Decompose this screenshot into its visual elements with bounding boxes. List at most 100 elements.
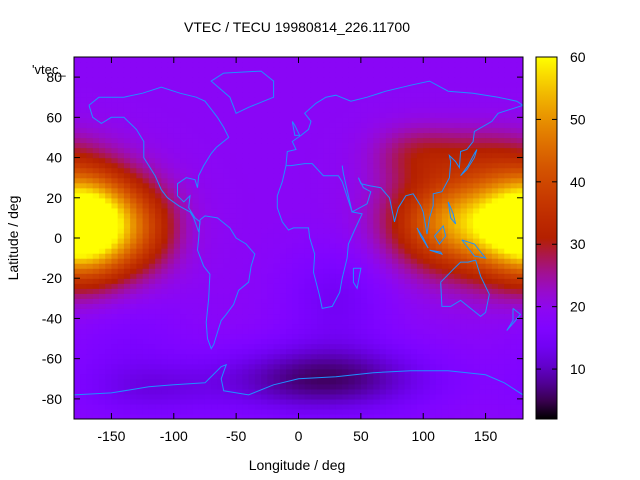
heatmap-cell — [410, 363, 418, 370]
heatmap-cell — [367, 227, 374, 234]
heatmap-cell — [385, 398, 393, 405]
heatmap-cell — [192, 102, 200, 108]
heatmap-cell — [360, 102, 368, 108]
heatmap-cell — [254, 273, 262, 279]
heatmap-cell — [136, 202, 144, 209]
heatmap-cell — [223, 303, 231, 309]
heatmap-cell — [473, 413, 480, 419]
heatmap-cell — [379, 182, 387, 189]
heatmap-cell — [98, 162, 106, 169]
heatmap-cell — [105, 403, 113, 410]
heatmap-cell — [416, 283, 424, 289]
heatmap-cell — [335, 97, 343, 103]
heatmap-cell — [367, 358, 374, 365]
heatmap-cell — [510, 102, 518, 108]
heatmap-cell — [279, 353, 287, 360]
heatmap-cell — [360, 303, 368, 309]
heatmap-cell — [335, 248, 343, 254]
heatmap-cell — [498, 192, 505, 199]
heatmap-cell — [292, 243, 300, 249]
heatmap-cell — [173, 338, 181, 345]
heatmap-cell — [398, 217, 406, 224]
heatmap-cell — [273, 363, 281, 370]
heatmap-cell — [261, 102, 268, 108]
heatmap-cell — [236, 202, 243, 209]
heatmap-cell — [211, 92, 219, 98]
heatmap-cell — [148, 283, 156, 289]
heatmap-cell — [161, 373, 169, 380]
heatmap-cell — [504, 343, 512, 350]
heatmap-cell — [180, 77, 187, 83]
heatmap-cell — [310, 202, 318, 209]
heatmap-cell — [454, 263, 462, 269]
heatmap-cell — [441, 273, 449, 279]
heatmap-cell — [435, 217, 443, 224]
heatmap-cell — [491, 408, 499, 415]
heatmap-cell — [80, 273, 88, 279]
heatmap-cell — [98, 107, 106, 113]
heatmap-cell — [354, 162, 362, 169]
heatmap-cell — [148, 243, 156, 249]
heatmap-cell — [448, 358, 456, 365]
heatmap-cell — [229, 328, 237, 335]
heatmap-cell — [248, 67, 256, 73]
heatmap-cell — [136, 268, 144, 274]
heatmap-cell — [498, 202, 505, 209]
heatmap-cell — [473, 72, 480, 78]
heatmap-cell — [460, 192, 468, 199]
heatmap-cell — [142, 353, 150, 360]
heatmap-cell — [217, 67, 225, 73]
heatmap-cell — [192, 363, 200, 370]
heatmap-cell — [204, 278, 212, 284]
heatmap-cell — [367, 268, 374, 274]
heatmap-cell — [392, 197, 399, 204]
heatmap-cell — [254, 403, 262, 410]
heatmap-cell — [105, 363, 113, 370]
heatmap-cell — [429, 408, 437, 415]
heatmap-cell — [117, 298, 125, 304]
heatmap-cell — [136, 77, 144, 83]
heatmap-cell — [360, 87, 368, 93]
heatmap-cell — [360, 323, 368, 330]
heatmap-cell — [204, 328, 212, 335]
heatmap-cell — [329, 232, 337, 239]
heatmap-cell — [254, 308, 262, 315]
heatmap-cell — [454, 142, 462, 149]
heatmap-cell — [229, 222, 237, 229]
heatmap-cell — [429, 333, 437, 340]
heatmap-cell — [248, 358, 256, 365]
heatmap-cell — [392, 142, 399, 149]
heatmap-cell — [123, 167, 131, 174]
heatmap-cell — [173, 162, 181, 169]
heatmap-cell — [130, 232, 137, 239]
heatmap-cell — [404, 308, 412, 315]
heatmap-cell — [92, 263, 100, 269]
heatmap-cell — [516, 137, 523, 144]
heatmap-cell — [454, 77, 462, 83]
heatmap-cell — [92, 202, 100, 209]
heatmap-cell — [180, 238, 187, 244]
heatmap-cell — [379, 127, 387, 134]
heatmap-cell — [360, 378, 368, 385]
heatmap-cell — [74, 167, 81, 174]
heatmap-cell — [155, 403, 162, 410]
heatmap-cell — [254, 162, 262, 169]
heatmap-cell — [148, 77, 156, 83]
heatmap-cell — [261, 298, 268, 304]
heatmap-cell — [155, 368, 162, 375]
heatmap-cell — [248, 117, 256, 123]
heatmap-cell — [161, 232, 169, 239]
heatmap-cell — [248, 388, 256, 395]
heatmap-cell — [510, 238, 518, 244]
heatmap-cell — [498, 77, 505, 83]
heatmap-cell — [80, 232, 88, 239]
heatmap-cell — [254, 298, 262, 304]
heatmap-cell — [485, 388, 493, 395]
heatmap-cell — [354, 147, 362, 154]
heatmap-cell — [310, 363, 318, 370]
heatmap-cell — [504, 413, 512, 419]
heatmap-cell — [279, 268, 287, 274]
heatmap-cell — [516, 157, 523, 164]
heatmap-cell — [236, 248, 243, 254]
heatmap-cell — [86, 308, 94, 315]
